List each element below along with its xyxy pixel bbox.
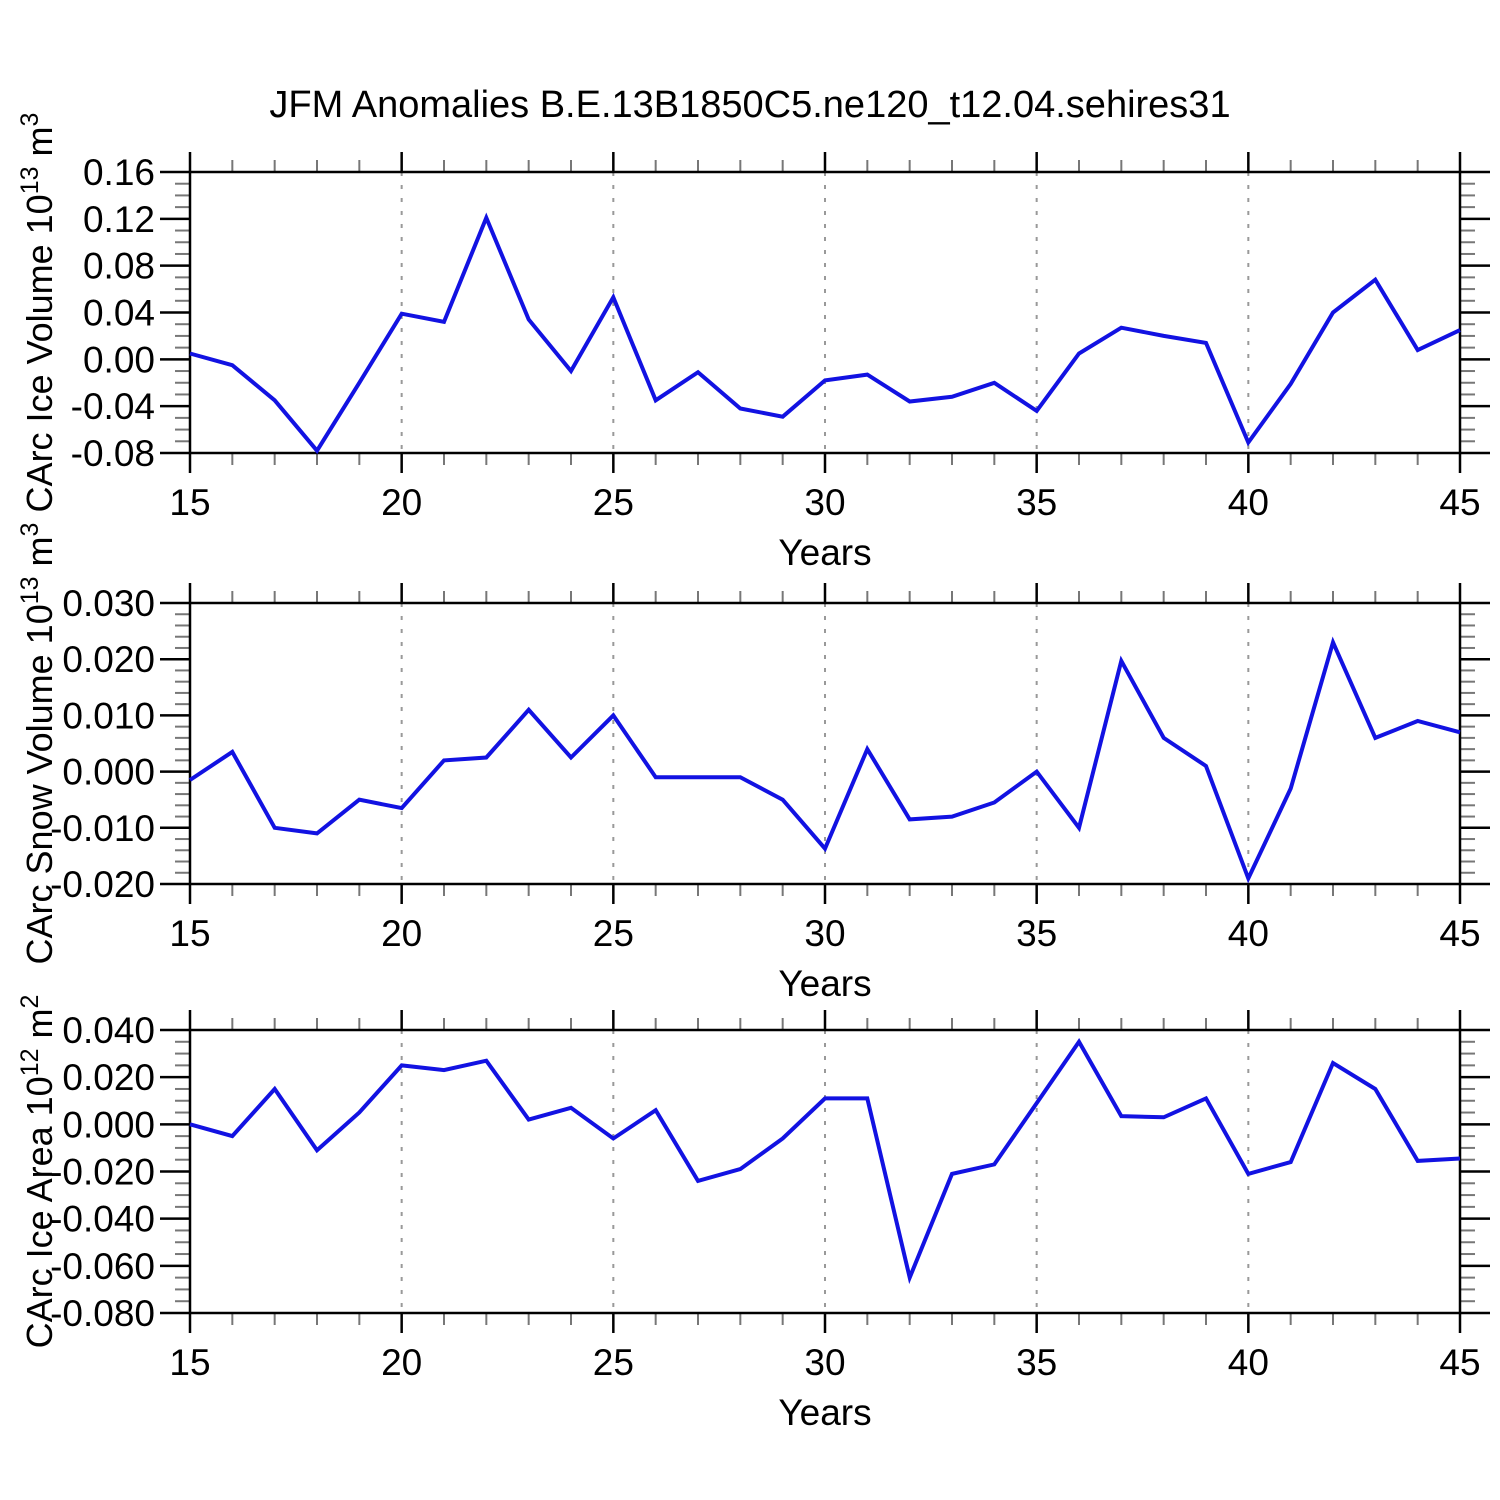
y-tick-label: -0.040 (50, 1199, 155, 1240)
y-tick-label: 0.00 (83, 339, 155, 380)
y-tick-label: 0.020 (62, 1057, 155, 1098)
y-tick-label: 0.020 (62, 639, 155, 680)
x-tick-label: 25 (593, 1342, 634, 1383)
data-line (189, 1038, 1461, 1285)
y-tick-label: -0.04 (71, 386, 155, 427)
y-tick-label: 0.04 (83, 293, 155, 334)
plot-frame (188, 1028, 1462, 1315)
plot-frame (188, 170, 1462, 455)
x-tick-label: 20 (381, 1342, 422, 1383)
x-tick-label: 35 (1016, 1342, 1057, 1383)
x-tick-label: 20 (381, 913, 422, 954)
y-tick-label: -0.08 (71, 433, 155, 474)
x-axis-title: Years (778, 1392, 871, 1433)
y-axis-title: CArc Ice Area 1012 m2 (16, 995, 60, 1349)
y-axis-title: CArc Snow Volume 1013 m3 (16, 523, 60, 965)
y-tick-label: 0.16 (83, 152, 155, 193)
x-tick-label: 30 (804, 913, 845, 954)
x-tick-label: 40 (1228, 913, 1269, 954)
x-tick-label: 25 (593, 482, 634, 523)
y-tick-label: -0.060 (50, 1246, 155, 1287)
x-tick-label: 35 (1016, 913, 1057, 954)
y-tick-label: -0.020 (50, 1152, 155, 1193)
x-tick-label: 15 (169, 1342, 210, 1383)
y-tick-label: 0.08 (83, 246, 155, 287)
data-line (188, 636, 1461, 884)
y-tick-label: 0.040 (62, 1010, 155, 1051)
x-tick-label: 40 (1228, 482, 1269, 523)
y-tick-label: 0.000 (62, 1104, 155, 1145)
y-tick-label: 0.010 (62, 695, 155, 736)
x-tick-label: 30 (804, 482, 845, 523)
x-tick-label: 35 (1016, 482, 1057, 523)
page-title: JFM Anomalies B.E.13B1850C5.ne120_t12.04… (269, 84, 1231, 126)
data-line (189, 212, 1461, 455)
x-tick-label: 15 (169, 482, 210, 523)
plot-frame (188, 601, 1462, 886)
y-tick-label: 0.000 (62, 752, 155, 793)
x-tick-label: 45 (1439, 1342, 1480, 1383)
x-tick-label: 45 (1439, 913, 1480, 954)
x-tick-label: 15 (169, 913, 210, 954)
y-axis-title: CArc Ice Volume 1013 m3 (16, 113, 60, 513)
x-tick-label: 25 (593, 913, 634, 954)
y-tick-label: -0.020 (50, 864, 155, 905)
x-axis-title: Years (778, 963, 871, 1004)
x-tick-label: 40 (1228, 1342, 1269, 1383)
x-tick-label: 45 (1439, 482, 1480, 523)
y-tick-label: 0.12 (83, 199, 155, 240)
y-tick-label: -0.010 (50, 808, 155, 849)
y-tick-label: 0.030 (62, 583, 155, 624)
x-axis-title: Years (778, 532, 871, 573)
x-tick-label: 30 (804, 1342, 845, 1383)
x-tick-label: 20 (381, 482, 422, 523)
y-tick-label: -0.080 (50, 1293, 155, 1334)
